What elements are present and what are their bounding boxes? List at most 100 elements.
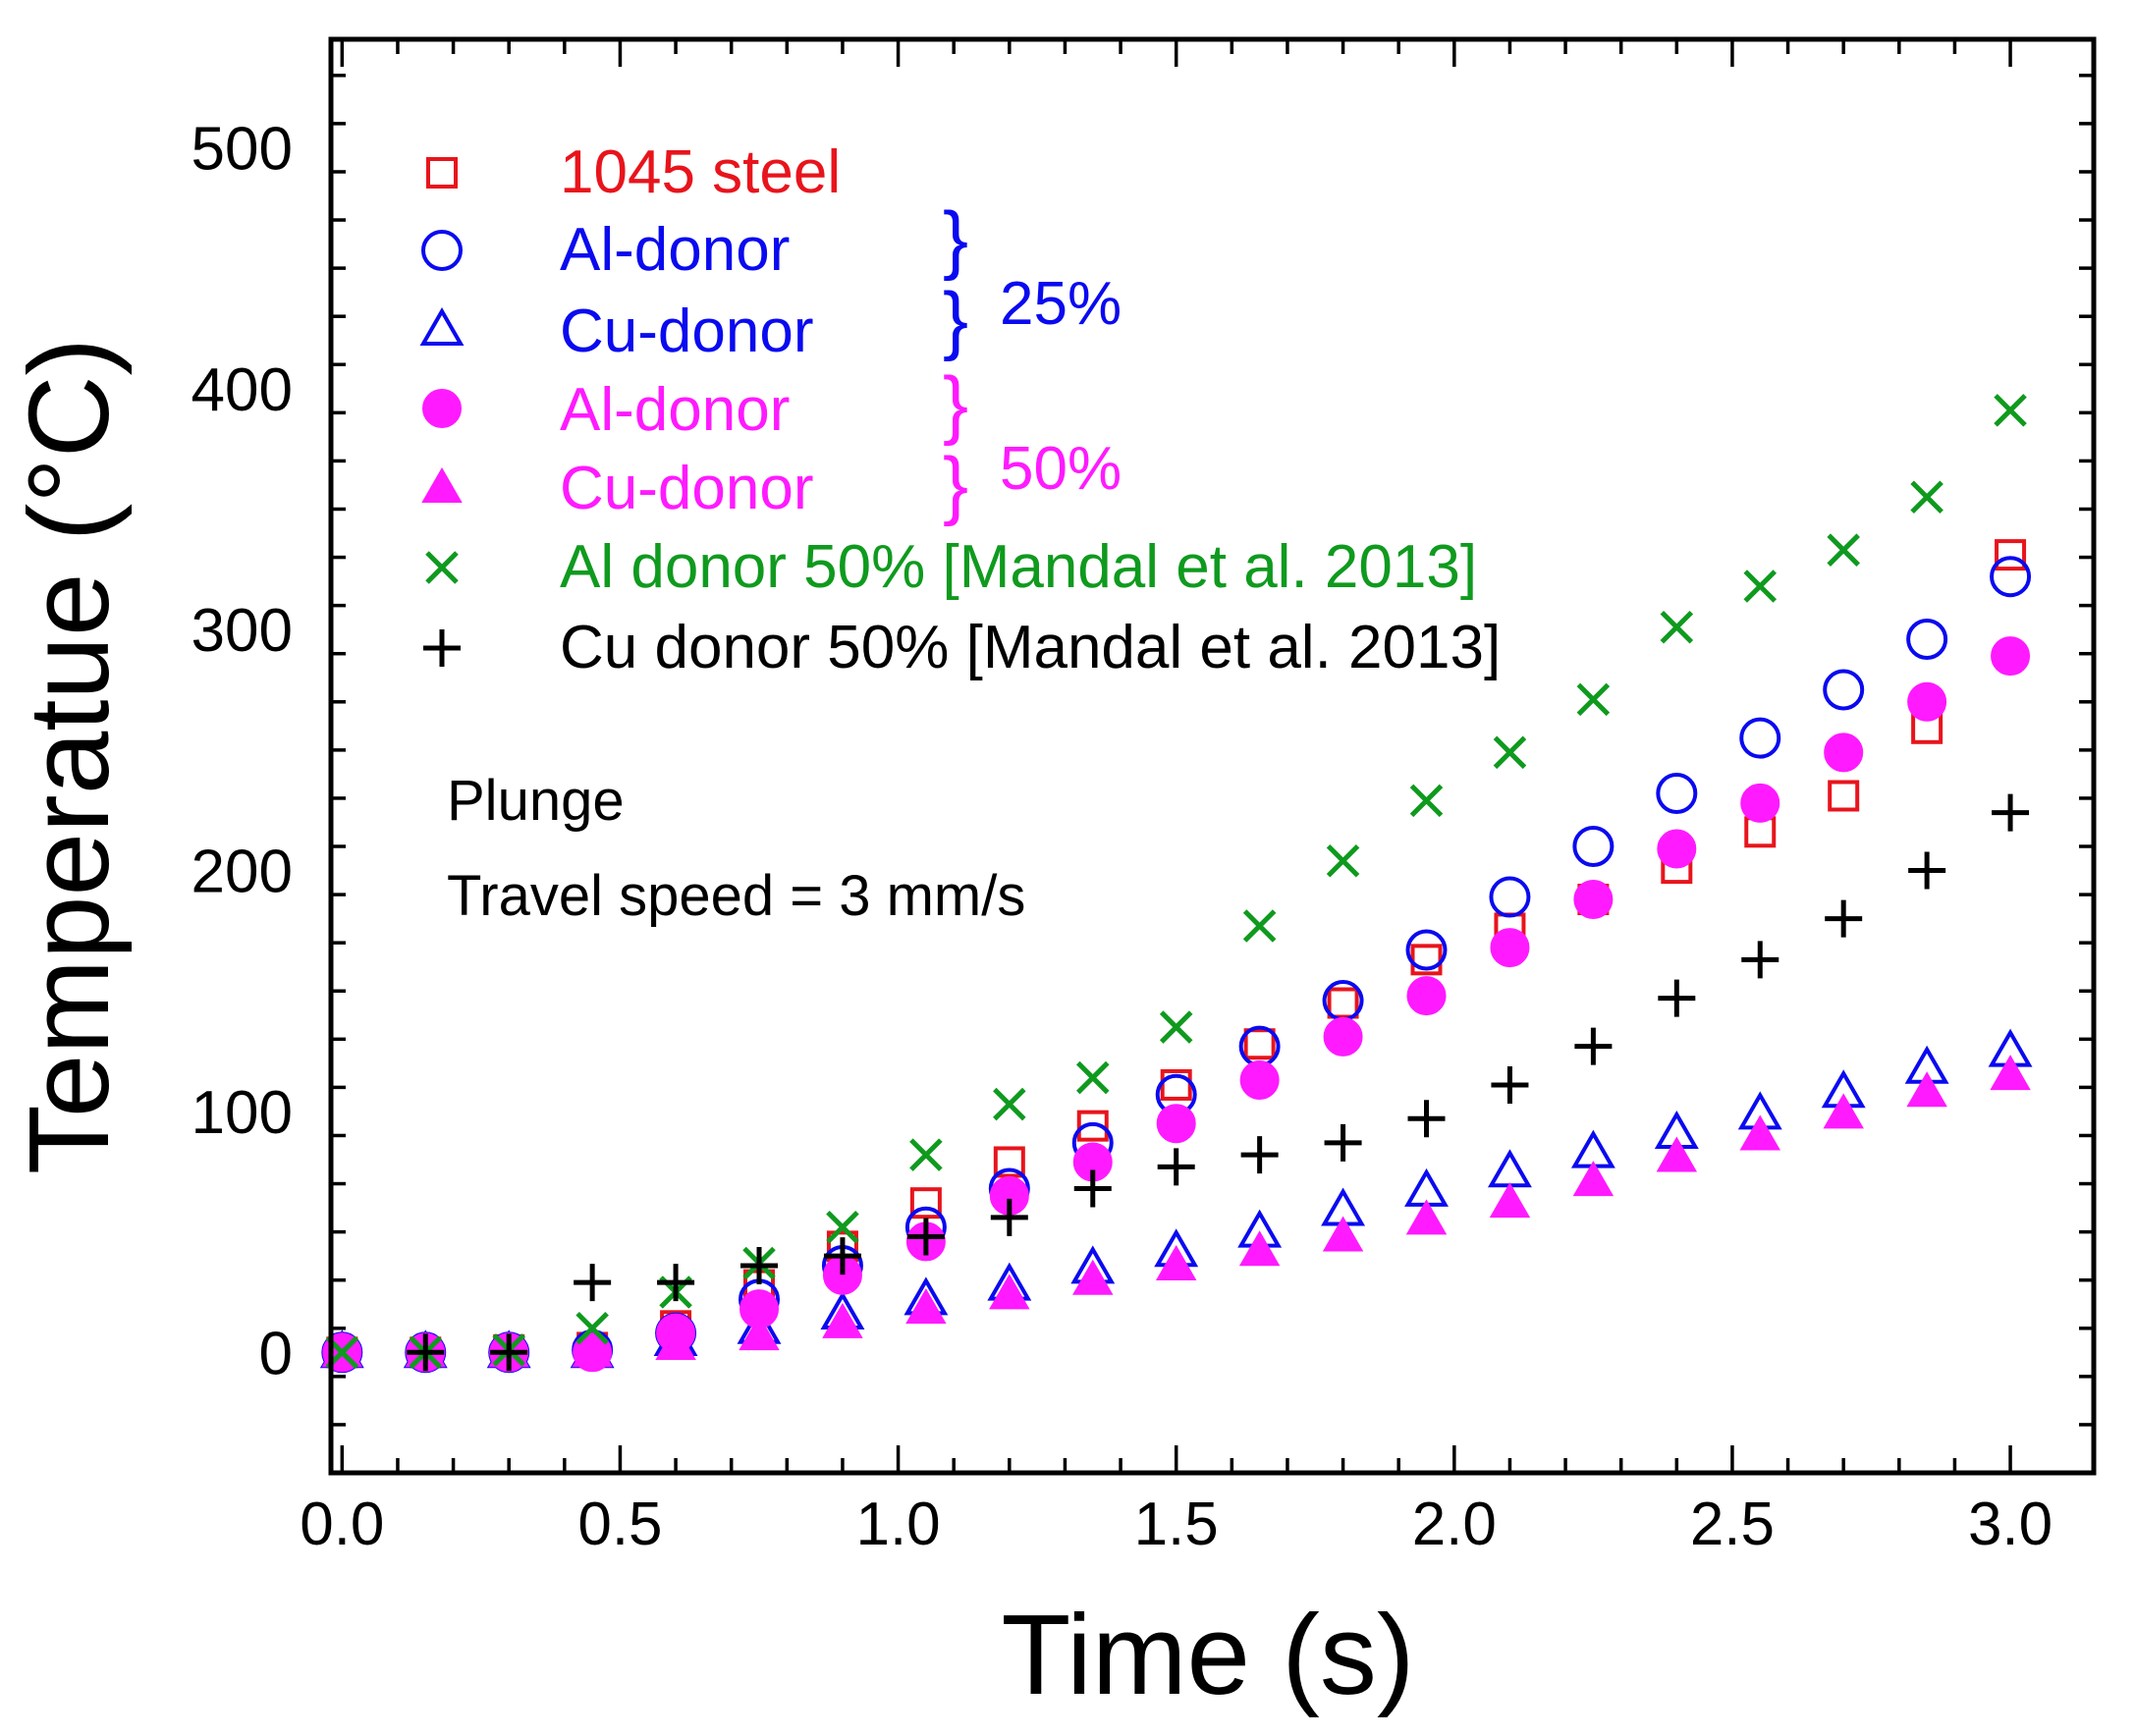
data-point [1076, 1110, 1109, 1142]
data-point [823, 1237, 861, 1275]
data-point [1409, 784, 1444, 818]
data-point [1740, 783, 1780, 823]
legend-label-al-donor-50: Al-donor [560, 376, 790, 444]
x-axis-title: Time (s) [1002, 1591, 1415, 1718]
legend-symbol [421, 466, 463, 503]
data-point [909, 1187, 942, 1220]
legend-label-cu-donor-mandal: Cu donor 50% [Mandal et al. 2013] [560, 614, 1501, 681]
legend-symbol [426, 157, 458, 189]
y-tick-label: 200 [192, 839, 293, 906]
data-point [826, 1210, 859, 1244]
data-point [1656, 1136, 1698, 1172]
data-point [1906, 618, 1948, 660]
group-label-50: 50% [1000, 435, 1122, 503]
data-point [657, 1264, 695, 1302]
data-point [1907, 681, 1947, 722]
legend-symbols [419, 157, 465, 667]
annotation-plunge: Plunge [447, 769, 625, 833]
annotation-travel-speed: Travel speed = 3 mm/s [447, 864, 1025, 928]
data-point [1823, 669, 1865, 711]
data-point [1075, 1060, 1110, 1095]
brace-25-bottom: } [943, 276, 968, 362]
data-point [1155, 1244, 1197, 1280]
data-point [1739, 1114, 1780, 1151]
data-point [1576, 682, 1611, 717]
data-point [1324, 1123, 1362, 1162]
data-point [1823, 1093, 1864, 1129]
x-tick-label: 0.0 [300, 1491, 384, 1558]
series-3 [322, 636, 2031, 1373]
legend-symbol [419, 306, 465, 346]
y-tick-label: 300 [192, 597, 293, 665]
data-point [1493, 735, 1527, 770]
data-point [1827, 533, 1860, 567]
data-point [1995, 539, 2027, 571]
plot-frame [328, 36, 2097, 1476]
data-point [1240, 1136, 1279, 1174]
series-6 [407, 793, 2030, 1372]
data-point [1910, 480, 1943, 514]
legend-symbol [423, 629, 461, 667]
data-point [1572, 1161, 1615, 1197]
brace-25-top: } [943, 195, 968, 282]
data-point [1072, 1259, 1114, 1295]
data-point [1490, 928, 1530, 968]
x-tick-label: 1.5 [1134, 1491, 1219, 1558]
data-point [1157, 1148, 1195, 1186]
x-tick-labels: 0.0 0.5 1.0 1.5 2.0 2.5 3.0 [300, 1491, 2053, 1558]
data-point [1660, 610, 1694, 644]
legend-symbol [421, 230, 463, 271]
data-point [1657, 829, 1697, 869]
data-point [905, 1288, 947, 1325]
data-point [1159, 1010, 1193, 1044]
data-point [1906, 1071, 1947, 1108]
data-point [993, 1146, 1025, 1178]
data-point [1243, 1028, 1276, 1060]
y-tick-label: 400 [192, 356, 293, 424]
data-point [1156, 1104, 1196, 1144]
data-point [1991, 636, 2031, 677]
data-point [1739, 717, 1781, 759]
data-point [1994, 394, 2027, 427]
data-point [1487, 1149, 1532, 1188]
data-point [1572, 826, 1615, 868]
data-point [1405, 1199, 1448, 1235]
data-point [1405, 929, 1448, 971]
y-tick-labels: 0 100 200 300 400 500 [192, 115, 293, 1387]
data-point [1322, 1216, 1364, 1252]
data-point [1491, 1065, 1529, 1104]
data-point [1489, 876, 1531, 918]
data-point [490, 1333, 528, 1372]
data-point [822, 1302, 863, 1338]
legend-symbol [422, 389, 462, 428]
legend-label-1045-steel: 1045 steel [560, 138, 841, 206]
data-point [655, 1324, 696, 1360]
legend-symbol [425, 551, 459, 584]
data-point [1407, 1100, 1446, 1138]
x-tick-label: 2.0 [1412, 1491, 1497, 1558]
data-points [319, 394, 2033, 1374]
legend-label-cu-donor-25: Cu-donor [560, 298, 813, 365]
data-point [1239, 1060, 1280, 1101]
data-point [1656, 773, 1698, 815]
data-point [1238, 1230, 1281, 1267]
data-point [1908, 851, 1946, 890]
data-point [1990, 1055, 2031, 1091]
brace-50-bottom: } [943, 441, 968, 527]
data-point [1990, 556, 2032, 598]
brace-50-top: } [943, 360, 968, 447]
data-point [1242, 909, 1277, 943]
series-4 [321, 1055, 2031, 1368]
data-point [1743, 570, 1778, 603]
data-point [1323, 1016, 1363, 1057]
data-point [1574, 1027, 1613, 1065]
data-point [989, 1274, 1030, 1310]
data-point [1741, 941, 1779, 979]
data-point [1326, 843, 1360, 878]
x-tick-label: 2.5 [1690, 1491, 1775, 1558]
x-tick-label: 3.0 [1968, 1491, 2053, 1558]
data-point [1992, 793, 2030, 832]
data-point [1073, 1169, 1112, 1208]
data-point [1489, 1182, 1531, 1219]
